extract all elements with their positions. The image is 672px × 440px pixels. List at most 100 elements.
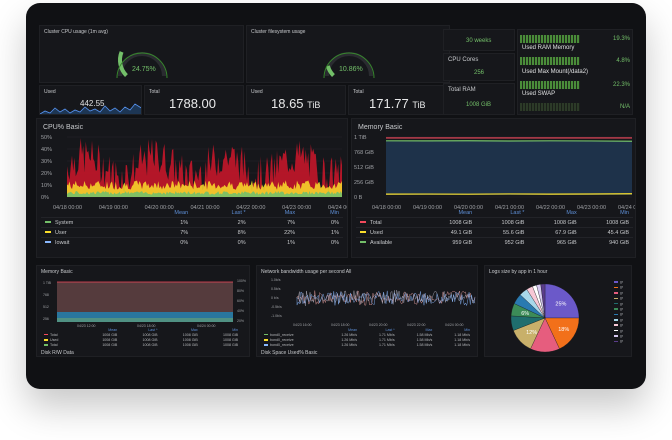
pie-legend-item[interactable]: gr <box>613 312 623 317</box>
legend-header[interactable]: Last * <box>385 328 395 332</box>
pie-legend-label: gr <box>619 280 623 284</box>
network-chart: 1.0b/s 0.5b/s 0 b/s -0.5b/s -1.0b/s 04/23 16:… <box>271 278 476 327</box>
legend-value: 1008 GiB <box>423 217 477 228</box>
legend-row[interactable]: Iowait 0% 0% 1% 0% <box>41 237 343 247</box>
legend-header[interactable]: Max <box>190 328 198 332</box>
net-x-tick: 04/24 00:00 <box>445 323 464 327</box>
pie-legend-label: gr <box>619 323 623 328</box>
uptime-stat[interactable]: 30 weeks <box>443 29 515 51</box>
pie-legend-item[interactable]: gr <box>613 296 623 301</box>
legend-header[interactable]: Last * <box>510 210 525 216</box>
series-name: Iowait <box>55 239 70 246</box>
cpu-cores-stat[interactable]: CPU Cores 256 <box>443 53 515 81</box>
pie-legend-swatch <box>613 302 618 305</box>
pie-legend-swatch <box>613 297 618 299</box>
series-name: Total <box>50 332 58 337</box>
pie-legend-label: gr <box>619 306 623 311</box>
svg-text:04/24 00:00: 04/24 00:00 <box>197 324 216 328</box>
total-ram-stat[interactable]: Total RAM 1008 GiB <box>443 83 515 115</box>
memory-basic-panel[interactable]: Memory Basic 0 B 256 GiB 512 GiB 768 GiB 1 T… <box>351 118 636 258</box>
pie-legend-label: gr <box>619 301 623 306</box>
pie-legend-item[interactable]: gr <box>613 306 623 311</box>
legend-header[interactable]: Last * <box>148 328 158 332</box>
pie-legend-item[interactable]: gr <box>613 285 623 289</box>
legend-row[interactable]: System 1% 2% 7% 0% <box>41 217 343 228</box>
legend-value: 1008 GiB <box>142 342 158 347</box>
legend-value: 1008 GiB <box>476 217 529 228</box>
fs-gauge-panel[interactable]: Cluster filesystem usage 10.86% <box>246 25 450 83</box>
legend-header[interactable]: Mean <box>108 328 118 332</box>
legend-value: 1008 GiB <box>102 342 118 347</box>
legend-row[interactable]: bond0_receive 1.26 Mb/s 1.71 Mb/s 1.58 Mb/s… <box>261 342 473 347</box>
network-panel[interactable]: Network bandwidth usage per second All 1… <box>256 265 478 357</box>
legend-header[interactable]: Min <box>232 328 238 332</box>
legend-header[interactable]: Max <box>566 210 577 216</box>
legend-header[interactable]: Last * <box>231 210 246 216</box>
pie-legend-label: gr <box>619 290 623 295</box>
legend-value: 0% <box>192 237 250 247</box>
pie-legend-swatch <box>613 340 618 343</box>
legend-value: 55.6 GiB <box>476 227 529 238</box>
cpu-used-stat[interactable]: Used 442.55 <box>39 85 142 115</box>
cpu-x-tick: 04/22 00:00 <box>236 205 265 211</box>
mem-x-tick: 04/23 00:00 <box>577 205 606 211</box>
resource-bars-panel[interactable]: Used RAM Memory 19.3% 4.8% Used Max Moun… <box>517 29 633 115</box>
cpu-total-stat[interactable]: Total 1788.00 <box>144 85 244 115</box>
pie-legend-label: gr <box>619 333 623 338</box>
legend-value: 1008 GiB <box>182 332 198 337</box>
legend-row[interactable]: Total 1008 GiB 1008 GiB 1008 GiB 1008 GiB <box>41 342 241 347</box>
small-memory-panel[interactable]: Memory Basic 1 TiB 768 512 256 100% 80% … <box>36 265 250 357</box>
legend-value: 1% <box>249 237 300 247</box>
legend-header[interactable]: Max <box>284 210 296 216</box>
pie-legend-item[interactable]: gr <box>613 318 623 322</box>
legend-row[interactable]: Used 49.1 GiB 55.6 GiB 67.9 GiB 45.4 GiB <box>356 227 633 238</box>
fs-total-stat[interactable]: Total 171.77 TiB <box>348 85 450 115</box>
legend-header[interactable]: Max <box>425 328 433 332</box>
logs-pie-panel[interactable]: Logs size by app in 1 hour 25% 18% 12% 6% g… <box>484 265 632 357</box>
series-swatch <box>44 344 48 346</box>
legend-row[interactable]: User 7% 8% 22% 1% <box>41 227 343 238</box>
cpu-gauge-panel[interactable]: Cluster CPU usage (1m avg) 24.75% <box>39 25 244 83</box>
memory-basic-legend: Mean Last * Max Min Total 1008 GiB 1008 GiB 100… <box>356 209 633 247</box>
legend-header[interactable]: Min <box>620 210 629 216</box>
legend-value: 7% <box>249 217 300 228</box>
cpu-basic-panel[interactable]: CPU% Basic 0% 10% 20% 30% 40% 50% 04/18 00:00 0… <box>36 118 348 258</box>
pie-slice-label: 12% <box>526 330 537 336</box>
legend-header[interactable]: Min <box>330 210 339 216</box>
legend-value: 7% <box>135 227 193 238</box>
pie-legend-item[interactable]: gr <box>613 290 623 295</box>
pie-legend-item[interactable]: gr <box>613 280 623 284</box>
pie-legend-item[interactable]: gr <box>613 329 623 333</box>
cpu-basic-title: CPU% Basic <box>43 124 84 131</box>
bar-used-ram: Used RAM Memory 19.3% <box>518 34 632 51</box>
pie-legend-item[interactable]: gr <box>613 323 623 328</box>
legend-row[interactable]: Total 1008 GiB 1008 GiB 1008 GiB 1008 GiB <box>356 217 633 228</box>
legend-row[interactable]: Available 959 GiB 952 GiB 965 GiB 940 GiB <box>356 237 633 247</box>
legend-header[interactable]: Mean <box>458 210 473 216</box>
fs-used-stat[interactable]: Used 18.65 TiB <box>246 85 346 115</box>
pie-legend-label: gr <box>619 296 623 301</box>
svg-text:04/23 12:00: 04/23 12:00 <box>77 324 96 328</box>
mem-x-tick: 04/18 00:00 <box>372 205 401 211</box>
legend-header[interactable]: Mean <box>174 210 189 216</box>
mem-x-tick: 04/20 00:00 <box>454 205 483 211</box>
pie-legend-item[interactable]: gr <box>613 333 623 338</box>
bar-second: 4.8% <box>518 56 632 66</box>
legend-row[interactable]: Used 1008 GiB 1008 GiB 1008 GiB 1008 GiB <box>41 337 241 342</box>
pie-legend-item[interactable]: gr <box>613 301 623 306</box>
pie-legend-label: gr <box>619 312 623 317</box>
legend-row[interactable]: Total 1008 GiB 1008 GiB 1008 GiB 1008 GiB <box>41 332 241 337</box>
legend-value: 1008 GiB <box>102 337 118 342</box>
legend-header[interactable]: Mean <box>348 328 358 332</box>
total-ram-label: Total RAM <box>448 87 476 93</box>
fs-used-value: 18.65 <box>271 96 304 111</box>
legend-row[interactable]: bond0_receive 1.26 Mb/s 1.71 Mb/s 1.58 Mb/s… <box>261 332 473 337</box>
legend-row[interactable]: bond0_receive 1.26 Mb/s 1.71 Mb/s 1.58 Mb/s… <box>261 337 473 342</box>
pie-legend-item[interactable]: gr <box>613 339 623 343</box>
legend-header[interactable]: Min <box>464 328 470 332</box>
series-swatch <box>44 333 48 336</box>
svg-text:768: 768 <box>43 293 49 297</box>
pie-legend-swatch <box>613 319 618 321</box>
net-x-tick: 04/23 16:00 <box>293 323 312 327</box>
bar-fourth: N/A <box>518 102 632 112</box>
